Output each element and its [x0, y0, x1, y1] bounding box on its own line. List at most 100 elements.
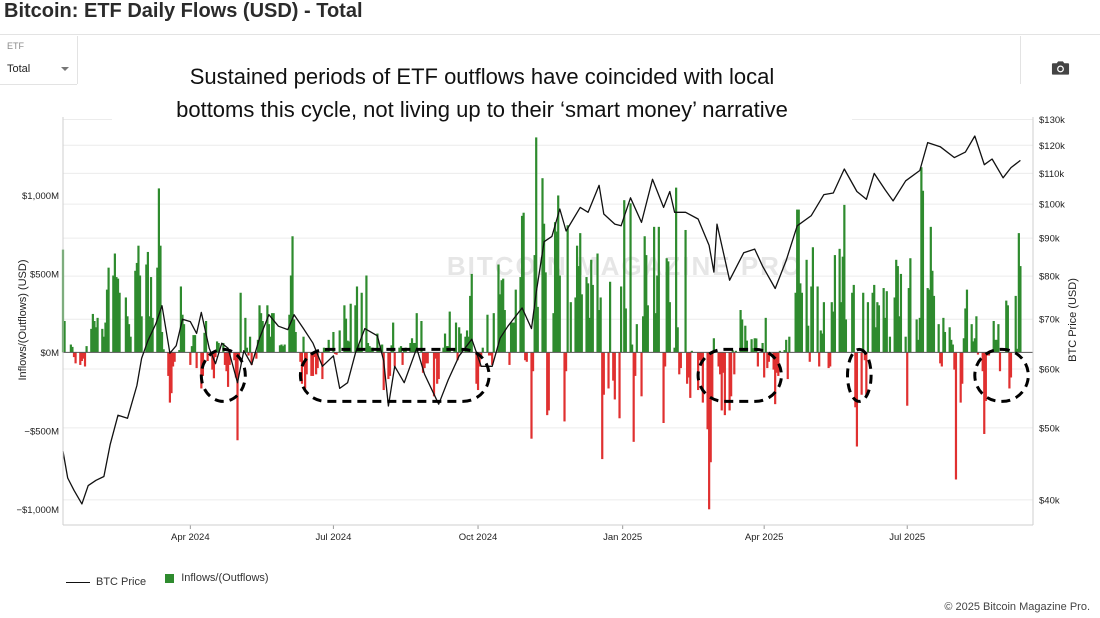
- flow-bar: [423, 352, 426, 369]
- flow-bar: [382, 352, 385, 391]
- flow-bar: [904, 336, 907, 353]
- flow-bar: [575, 245, 579, 353]
- flow-bar: [701, 352, 704, 403]
- flow-bar: [586, 283, 590, 353]
- flow-bar: [236, 352, 239, 441]
- flow-bar: [711, 352, 714, 400]
- flow-bar: [657, 226, 660, 353]
- flow-bar: [283, 344, 286, 353]
- flow-bar: [643, 236, 646, 353]
- flow-bar: [799, 283, 802, 353]
- flow-bar: [1019, 266, 1022, 353]
- flow-bar: [755, 338, 758, 353]
- legend-line-swatch: [66, 581, 90, 583]
- flow-bar: [679, 352, 682, 369]
- flow-bar: [896, 266, 899, 353]
- legend-item-price[interactable]: BTC Price: [66, 576, 146, 588]
- flow-bar: [907, 288, 910, 353]
- flow-bar: [862, 292, 865, 353]
- flow-bar: [497, 264, 500, 353]
- flow-bar: [508, 352, 511, 365]
- flow-bar: [412, 342, 415, 353]
- flow-bar: [932, 295, 936, 353]
- flow-bar: [138, 275, 142, 353]
- x-tick-label: Jan 2025: [603, 532, 642, 543]
- flow-bar: [640, 352, 643, 397]
- camera-icon[interactable]: [1051, 60, 1070, 76]
- etf-selector[interactable]: ETF Total: [0, 36, 78, 84]
- flow-bar: [970, 324, 973, 353]
- flow-bar: [950, 339, 953, 353]
- flow-bar: [840, 302, 843, 353]
- flow-bar: [129, 336, 132, 353]
- flow-bar: [294, 331, 297, 353]
- flow-bar: [222, 342, 225, 353]
- flow-bar: [368, 346, 371, 353]
- y2-tick-label: $80k: [1039, 272, 1060, 283]
- flow-bar: [992, 321, 995, 353]
- flow-bar: [300, 352, 304, 384]
- flow-bar: [531, 352, 535, 372]
- legend-label-price: BTC Price: [96, 576, 147, 588]
- flow-bar: [102, 336, 105, 353]
- flow-bar: [552, 313, 555, 353]
- flow-bar: [475, 352, 478, 384]
- flow-bar: [833, 255, 837, 353]
- flow-bar: [607, 352, 610, 389]
- flow-bar: [569, 302, 572, 353]
- flow-bar: [786, 352, 789, 380]
- flow-bar: [961, 352, 964, 384]
- flow-bar: [766, 352, 769, 369]
- flow-bar: [591, 284, 594, 353]
- y2-tick-label: $70k: [1039, 315, 1060, 326]
- flow-bar: [266, 305, 269, 353]
- flow-bar: [898, 316, 901, 353]
- flow-bar: [893, 297, 896, 353]
- flow-bar: [354, 305, 357, 353]
- flow-bar: [733, 352, 736, 375]
- x-tick-label: Jul 2024: [315, 532, 351, 543]
- flow-bar: [326, 350, 329, 353]
- flow-bar: [171, 352, 175, 367]
- flow-bar: [874, 327, 877, 353]
- chevron-down-icon[interactable]: [61, 67, 69, 71]
- flow-bar: [376, 333, 379, 353]
- flow-bar: [953, 352, 956, 370]
- flow-bar: [343, 305, 346, 353]
- flow-bar: [228, 352, 231, 365]
- flow-bar: [486, 314, 489, 353]
- legend-item-flows[interactable]: Inflows/(Outflows): [165, 572, 269, 584]
- flow-bar: [698, 352, 701, 361]
- flow-bar: [665, 258, 668, 353]
- flow-bar: [939, 352, 942, 364]
- flow-bar: [365, 275, 368, 353]
- flow-bar: [744, 325, 747, 353]
- flow-bar: [596, 253, 599, 353]
- x-tick-label: Jul 2025: [889, 532, 925, 543]
- flow-bar: [816, 286, 819, 353]
- x-tick-label: Apr 2024: [171, 532, 210, 543]
- flow-bar: [289, 275, 293, 353]
- flow-bar: [272, 313, 275, 353]
- btc-price-line: [62, 135, 1021, 505]
- flow-bar: [179, 286, 183, 353]
- flow-bar: [420, 321, 423, 353]
- flow-bar: [557, 195, 560, 353]
- flow-bar: [115, 277, 118, 353]
- price-line-layer: [62, 135, 1021, 505]
- flow-bar: [684, 229, 687, 353]
- flow-bar: [668, 302, 671, 353]
- flow-bar: [85, 346, 88, 353]
- flow-bar: [865, 352, 868, 397]
- flow-bar: [217, 342, 220, 353]
- flow-bar: [487, 352, 491, 356]
- y-tick-label: $1,000M: [22, 191, 59, 202]
- flow-bar: [233, 352, 236, 361]
- etf-selector-value[interactable]: Total: [7, 63, 31, 75]
- flow-bar: [973, 338, 976, 353]
- flow-bar: [415, 313, 418, 353]
- flow-bar: [426, 352, 429, 364]
- outflow-ellipse: [696, 347, 783, 403]
- flow-bar: [624, 308, 627, 353]
- flow-bar: [951, 344, 954, 353]
